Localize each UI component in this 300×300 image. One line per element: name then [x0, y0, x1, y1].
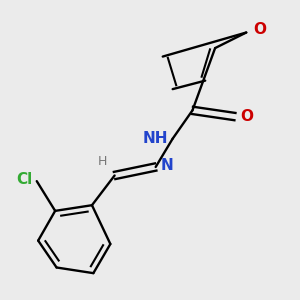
Text: Cl: Cl — [16, 172, 32, 187]
Text: NH: NH — [143, 131, 168, 146]
Text: O: O — [240, 109, 253, 124]
Text: H: H — [98, 155, 107, 168]
Text: O: O — [253, 22, 266, 37]
Text: N: N — [161, 158, 173, 173]
